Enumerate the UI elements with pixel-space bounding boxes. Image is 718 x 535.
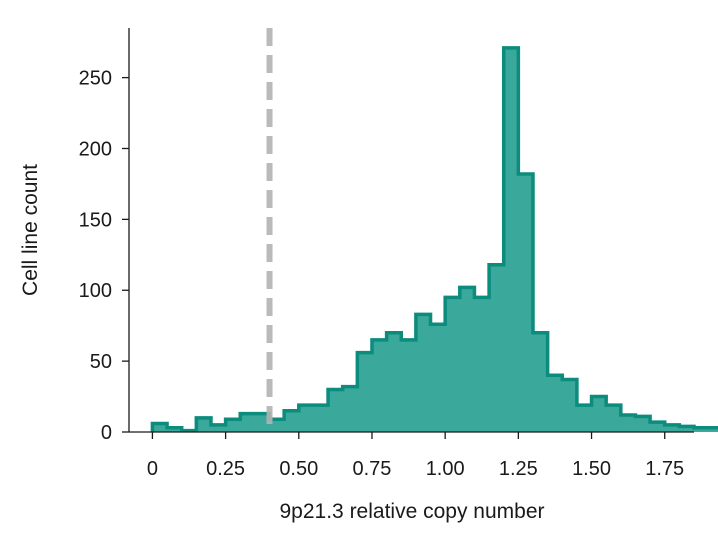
histogram-bar bbox=[371, 339, 388, 432]
histogram-bar bbox=[254, 413, 271, 432]
x-tick-label: 0.50 bbox=[279, 458, 318, 480]
histogram-bar bbox=[562, 379, 578, 432]
histogram-bar bbox=[430, 324, 446, 432]
histogram-bar bbox=[196, 417, 212, 432]
histogram-bar bbox=[474, 297, 490, 432]
histogram-bar bbox=[664, 424, 680, 432]
y-tick-label: 0 bbox=[101, 422, 112, 444]
y-tick-label: 50 bbox=[90, 351, 112, 373]
histogram-bar bbox=[606, 405, 622, 432]
histogram-bar bbox=[679, 426, 695, 432]
y-tick-label: 250 bbox=[79, 68, 112, 90]
histogram-bar bbox=[328, 389, 344, 432]
x-tick-label: 1.25 bbox=[499, 458, 538, 480]
histogram-bar bbox=[532, 332, 549, 432]
histogram-bar bbox=[210, 424, 227, 432]
histogram-bar bbox=[415, 314, 432, 432]
histogram-bar bbox=[240, 413, 256, 432]
histogram-bar bbox=[357, 352, 373, 432]
histogram-bar bbox=[547, 375, 563, 432]
x-tick-label: 0 bbox=[147, 458, 158, 480]
histogram-bar bbox=[401, 339, 417, 432]
histogram-outline bbox=[150, 46, 718, 433]
histogram-bar bbox=[386, 332, 402, 432]
histogram-bar bbox=[313, 405, 329, 432]
histogram-bar bbox=[489, 264, 505, 432]
histogram-bar bbox=[269, 419, 285, 432]
histogram-bar bbox=[591, 396, 607, 432]
x-tick-label: 0.25 bbox=[206, 458, 245, 480]
x-axis-label: 9p21.3 relative copy number bbox=[280, 500, 545, 523]
histogram-bar bbox=[459, 287, 476, 432]
histogram-bar bbox=[620, 414, 637, 432]
histogram-bar bbox=[152, 423, 168, 432]
histogram-bar bbox=[284, 410, 300, 432]
histogram-bar bbox=[445, 297, 461, 432]
y-axis-label: Cell line count bbox=[19, 164, 42, 296]
histogram-bar bbox=[503, 47, 519, 433]
x-tick-label: 1.50 bbox=[572, 458, 611, 480]
x-tick-label: 1.00 bbox=[426, 458, 465, 480]
histogram-bar bbox=[518, 174, 534, 432]
x-tick-label: 0.75 bbox=[353, 458, 392, 480]
histogram-bar bbox=[635, 416, 651, 432]
y-tick-label: 100 bbox=[79, 280, 112, 302]
histogram-bar bbox=[576, 405, 593, 432]
histogram-bar bbox=[708, 427, 718, 432]
histogram-bar bbox=[298, 405, 315, 432]
y-tick-label: 150 bbox=[79, 209, 112, 231]
histogram-bar bbox=[225, 419, 241, 432]
histogram-bar bbox=[167, 427, 183, 432]
x-tick-label: 1.75 bbox=[645, 458, 684, 480]
histogram-bar bbox=[342, 386, 358, 432]
histogram-bar bbox=[650, 422, 666, 432]
histogram-bar bbox=[694, 427, 710, 432]
y-tick-label: 200 bbox=[79, 138, 112, 160]
